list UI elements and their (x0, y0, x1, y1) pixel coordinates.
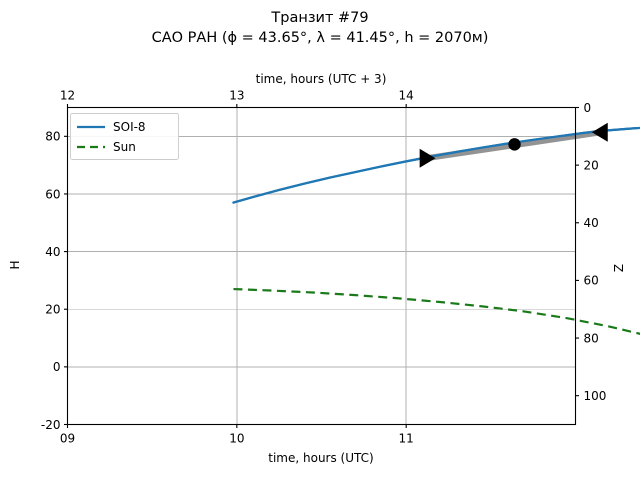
y-tick-label-left: 60 (45, 187, 60, 201)
y-tick-label-left: 80 (45, 130, 60, 144)
series-line-soi-overlay (232, 126, 640, 204)
plot-spines (66, 106, 577, 426)
right-axis-label: Z (612, 264, 626, 272)
transit-annotation (232, 122, 640, 204)
y-tick-label-right: 40 (584, 216, 599, 230)
x-tick-label-top: 12 (60, 89, 75, 103)
series-line-sun (233, 287, 640, 335)
y-tick-label-left: -20 (41, 418, 61, 432)
gridlines (67, 107, 576, 425)
y-tick-label-right: 60 (584, 274, 599, 288)
x-tick-label-bottom: 09 (60, 432, 75, 446)
y-tick-label-right: 80 (584, 331, 599, 345)
y-tick-label-right: 20 (584, 158, 599, 172)
y-tick-label-right: 100 (584, 389, 607, 403)
legend[interactable]: SOI-8 Sun (70, 113, 179, 160)
y-tick-label-left: 40 (45, 245, 60, 259)
x-tick-label-bottom: 10 (229, 432, 244, 446)
transit-start-marker (419, 148, 436, 168)
axis-ticks: 09 10 11 12 13 14 -20 0 20 40 60 80 0 20 40 60 80 100 (41, 89, 607, 446)
x-tick-label-bottom: 11 (399, 432, 414, 446)
legend-entry-sun[interactable]: Sun (77, 140, 136, 154)
x-tick-label-top: 14 (399, 89, 414, 103)
y-tick-label-left: 0 (53, 360, 61, 374)
left-axis-label: H (8, 260, 22, 269)
chart-title-line1: Транзит #79 (270, 10, 368, 26)
top-axis-label: time, hours (UTC + 3) (256, 72, 387, 86)
bottom-axis-label: time, hours (UTC) (268, 451, 373, 465)
legend-label-soi: SOI-8 (113, 120, 146, 134)
x-tick-label-top: 13 (229, 89, 244, 103)
y-tick-label-right: 0 (584, 101, 592, 115)
transit-end-marker (591, 122, 608, 142)
legend-label-sun: Sun (113, 140, 136, 154)
y-tick-label-left: 20 (45, 303, 60, 317)
transit-center-marker (508, 138, 521, 151)
legend-entry-soi[interactable]: SOI-8 (77, 120, 146, 134)
chart-title-line2: САО РАН (ϕ = 43.65°, λ = 41.45°, h = 207… (152, 30, 489, 46)
